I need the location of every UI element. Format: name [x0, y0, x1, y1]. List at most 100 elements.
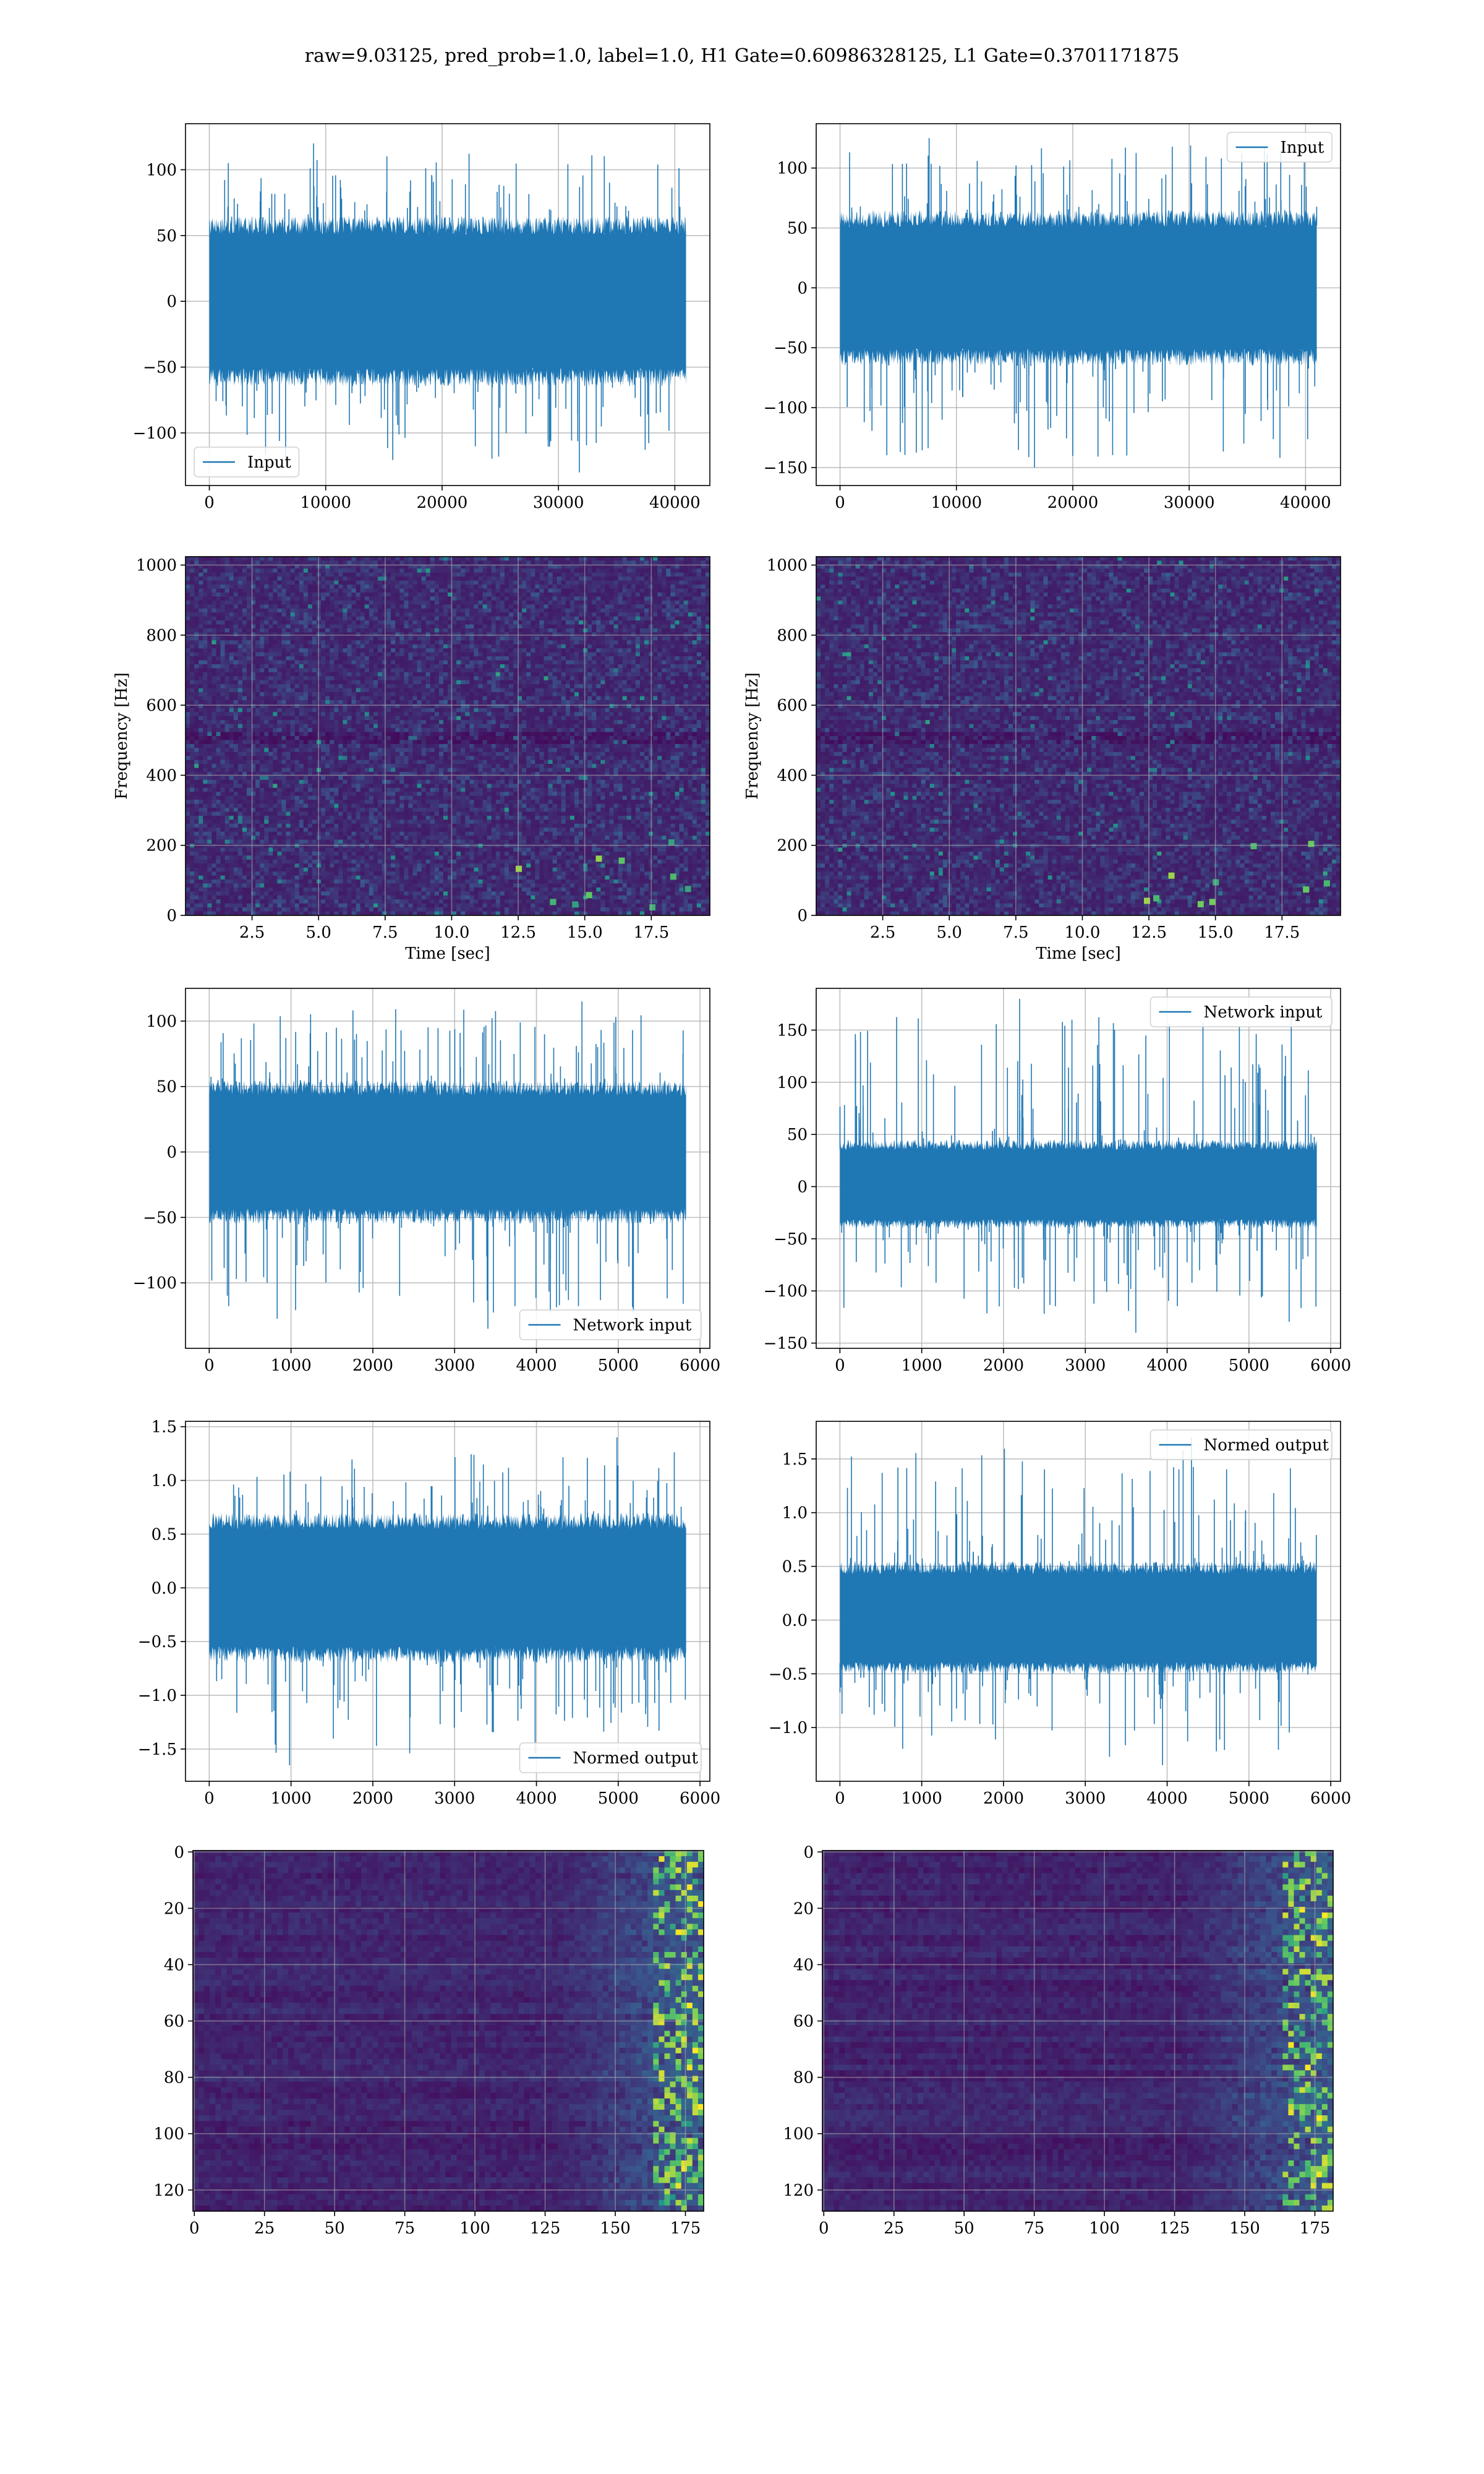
spectrogram-cell — [596, 680, 601, 685]
spectrogram-cell — [264, 576, 269, 581]
spectrogram-cell — [552, 608, 558, 613]
spectrogram-cell — [448, 568, 453, 573]
spectrogram-cell — [683, 692, 689, 697]
spectrogram-cell — [639, 580, 645, 585]
spectrogram-cell — [456, 612, 461, 617]
spectrogram-cell — [461, 596, 466, 601]
spectrogram-cell — [377, 692, 383, 697]
spectrogram-cell — [491, 624, 497, 629]
spectrogram-cell — [198, 692, 203, 697]
spectrogram-cell — [653, 600, 658, 605]
spectrogram-cell — [438, 612, 444, 617]
spectrogram-cell — [347, 660, 352, 665]
spectrogram-cell — [544, 557, 549, 561]
spectrogram-cell — [565, 688, 571, 693]
spectrogram-cell — [377, 648, 383, 653]
spectrogram-cell — [670, 593, 676, 597]
spectrogram-cell — [343, 557, 348, 561]
spectrogram-cell — [216, 593, 221, 597]
spectrogram-cell — [351, 568, 357, 573]
spectrogram-cell — [430, 560, 435, 565]
y-tick-label: −50 — [143, 359, 177, 377]
spectrogram-cell — [299, 568, 304, 573]
spectrogram-cell — [417, 588, 422, 593]
spectrogram-cell — [675, 576, 680, 581]
spectrogram-cell — [657, 636, 662, 641]
spectrogram-cell — [421, 576, 427, 581]
spectrogram-cell — [364, 632, 370, 637]
spectrogram-cell — [321, 576, 326, 581]
spectrogram-cell — [469, 612, 474, 617]
spectrogram-cell — [653, 557, 658, 561]
spectrogram-cell — [360, 672, 365, 677]
spectrogram-cell — [264, 604, 269, 609]
spectrogram-cell — [635, 640, 641, 645]
spectrogram-cell — [251, 564, 256, 569]
spectrogram-cell — [653, 616, 658, 621]
spectrogram-cell — [237, 557, 243, 561]
spectrogram-cell — [224, 644, 230, 649]
spectrogram-cell — [299, 620, 304, 625]
spectrogram-cell — [186, 672, 190, 677]
spectrogram-cell — [448, 560, 453, 565]
spectrogram-cell — [565, 600, 571, 605]
spectrogram-cell — [631, 652, 636, 657]
spectrogram-cell — [531, 620, 535, 625]
spectrogram-cell — [294, 572, 300, 577]
spectrogram-cell — [683, 680, 689, 685]
spectrogram-cell — [522, 636, 527, 641]
spectrogram-cell — [211, 648, 217, 653]
spectrogram-cell — [522, 596, 527, 601]
spectrogram-cell — [518, 608, 522, 613]
spectrogram-cell — [613, 593, 619, 597]
spectrogram-cell — [395, 680, 400, 685]
spectrogram-cell — [448, 572, 453, 577]
spectrogram-cell — [207, 688, 212, 693]
spectrogram-cell — [351, 696, 357, 701]
spectrogram-cell — [639, 564, 645, 569]
spectrogram-cell — [303, 648, 309, 653]
spectrogram-cell — [556, 688, 562, 693]
spectrogram-cell — [605, 572, 610, 577]
spectrogram-cell — [587, 572, 592, 577]
spectrogram-cell — [430, 640, 435, 645]
spectrogram-cell — [452, 624, 457, 629]
spectrogram-cell — [233, 596, 239, 601]
spectrogram-cell — [565, 624, 571, 629]
spectrogram-cell — [657, 652, 662, 657]
spectrogram-cell — [404, 696, 409, 701]
spectrogram-cell — [395, 664, 400, 669]
spectrogram-cell — [513, 600, 518, 605]
spectrogram-cell — [343, 608, 348, 613]
spectrogram-cell — [242, 608, 247, 613]
spectrogram-cell — [556, 644, 562, 649]
spectrogram-cell — [508, 632, 514, 637]
spectrogram-cell — [216, 576, 221, 581]
spectrogram-cell — [522, 557, 527, 561]
spectrogram-cell — [653, 648, 658, 653]
spectrogram-cell — [290, 636, 296, 641]
spectrogram-cell — [456, 668, 461, 673]
spectrogram-cell — [491, 640, 497, 645]
spectrogram-cell — [307, 688, 313, 693]
spectrogram-cell — [639, 656, 645, 661]
spectrogram-cell — [565, 676, 571, 681]
spectrogram-cell — [688, 560, 693, 565]
spectrogram-cell — [334, 620, 339, 625]
spectrogram-cell — [666, 636, 671, 641]
spectrogram-cell — [592, 644, 597, 649]
spectrogram-cell — [456, 660, 461, 665]
spectrogram-cell — [605, 652, 610, 657]
spectrogram-cell — [211, 593, 217, 597]
spectrogram-cell — [666, 688, 671, 693]
spectrogram-cell — [417, 628, 422, 633]
spectrogram-cell — [198, 632, 203, 637]
spectrogram-cell — [592, 628, 597, 633]
spectrogram-cell — [242, 604, 247, 609]
spectrogram-cell — [469, 580, 474, 585]
spectrogram-cell — [574, 672, 579, 677]
spectrogram-cell — [216, 632, 221, 637]
spectrogram-cell — [552, 660, 558, 665]
spectrogram-cell — [670, 568, 676, 573]
spectrogram-cell — [229, 696, 234, 701]
